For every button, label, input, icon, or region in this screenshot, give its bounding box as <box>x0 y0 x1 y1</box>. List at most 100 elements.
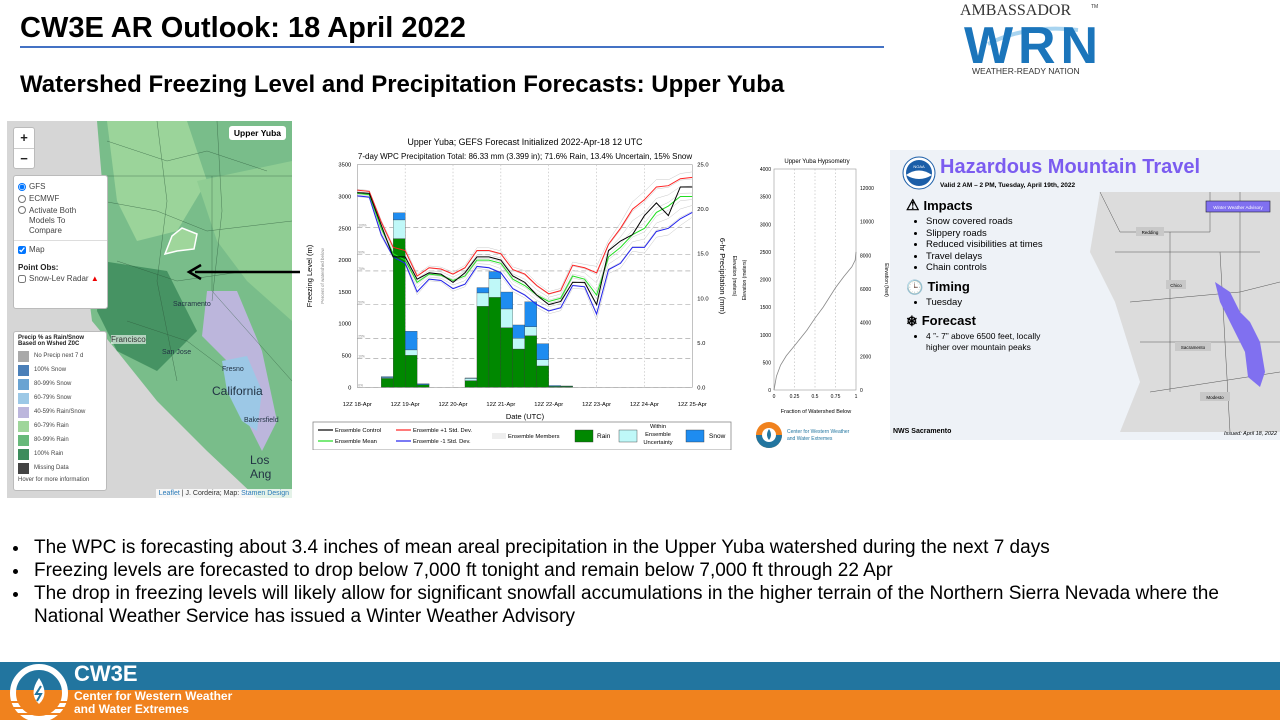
snow-bar <box>524 301 537 327</box>
place-label: San Jose <box>162 349 192 356</box>
hyps-y-tick: 2500 <box>760 250 771 256</box>
leaflet-link[interactable]: Leaflet <box>158 490 180 497</box>
series-line-ensemble-mean <box>357 192 693 302</box>
rain-bar <box>524 335 537 388</box>
impact-item: Slippery roads <box>926 228 1066 240</box>
percent-label: 10% <box>358 355 365 359</box>
y2-tick-label: 0.0 <box>697 385 705 391</box>
both-radio[interactable] <box>18 206 26 214</box>
zoom-in-button[interactable]: + <box>14 128 34 149</box>
hyps-x-label: Fraction of Watershed Below <box>781 409 851 415</box>
chart-title: Upper Yuba; GEFS Forecast Initialized 20… <box>407 137 643 147</box>
legend-members: Ensemble Members <box>508 434 560 440</box>
snow-bar <box>488 271 502 279</box>
legend-row: 100% Rain <box>18 447 102 461</box>
y-tick-label: 2500 <box>338 226 351 232</box>
watershed-map[interactable]: Francisco San Jose California Sacramento… <box>7 121 292 498</box>
rain-bar <box>488 297 502 388</box>
footer-line2: and Water Extremes <box>74 702 189 716</box>
rain-bar <box>500 327 513 388</box>
series-line-ensemble-control <box>357 186 693 307</box>
x-tick-label: 12Z 18-Apr <box>343 402 372 408</box>
percent-label: 0% <box>358 383 363 387</box>
legend-swatch <box>18 378 29 390</box>
legend-swatch <box>18 448 29 460</box>
small-logo-text1: Center for Western Weather <box>787 429 850 435</box>
radar-triangle-icon: ▲ <box>90 274 99 283</box>
clock-icon: 🕒 <box>906 278 924 295</box>
model-option-both[interactable]: Activate Both Models To Compare <box>18 206 103 236</box>
uncertain-bar <box>512 338 525 350</box>
snow-bar <box>536 343 549 360</box>
hazard-title: Hazardous Mountain Travel <box>940 156 1201 178</box>
zoom-out-button[interactable]: − <box>20 151 28 166</box>
series-line-ensemble-1-std-dev- <box>357 195 693 316</box>
wrn-logo-tm: TM <box>1091 4 1098 10</box>
hyps-title: Upper Yuba Hypsometry <box>784 159 849 165</box>
cw3e-logo-icon <box>10 664 68 720</box>
stamen-link[interactable]: Stamen Design <box>241 490 289 497</box>
small-logo-text2: and Water Extremes <box>787 436 833 442</box>
hypsometry-chart: Upper Yuba Hypsometry 0 0.25 0.5 0.75 105001… <box>742 159 889 415</box>
impact-item: Chain controls <box>926 262 1066 274</box>
x-tick-label: 12Z 22-Apr <box>534 402 563 408</box>
x-tick-label: 12Z 24-Apr <box>630 402 659 408</box>
snow-bar <box>416 383 430 385</box>
rain-bar <box>393 238 406 388</box>
wrn-logo-bottom-text: WEATHER-READY NATION <box>972 66 1080 76</box>
pointer-arrow-icon <box>186 263 303 281</box>
advisory-area <box>1215 282 1265 387</box>
uncertain-bar <box>464 378 478 381</box>
place-label: Bakersfield <box>244 417 279 424</box>
timing-heading: 🕒 Timing <box>906 279 1066 295</box>
rain-bar <box>476 306 490 388</box>
ecmwf-radio[interactable] <box>18 194 26 203</box>
map-toggle[interactable]: Map <box>18 245 103 255</box>
uncertain-bar <box>524 326 537 336</box>
ensemble-member-line <box>357 193 693 304</box>
map-checkbox-label: Map <box>29 245 45 254</box>
place-label: Los Ang <box>250 453 272 481</box>
wrn-logo-top-text: AMBASSADOR <box>960 2 1071 19</box>
snow-radar-checkbox[interactable] <box>18 274 26 283</box>
legend-row: 80-99% Snow <box>18 377 102 391</box>
rain-bar <box>416 384 430 388</box>
percent-label: 50% <box>358 301 365 305</box>
gfs-radio[interactable] <box>18 182 26 191</box>
snow-bar <box>512 324 525 339</box>
hyps-y2-tick: 6000 <box>860 287 871 293</box>
snow-bar <box>393 212 406 221</box>
snow-bar <box>476 287 490 294</box>
model-option-gfs[interactable]: GFS <box>18 182 103 192</box>
y-tick-label: 3500 <box>338 163 351 169</box>
legend-label: 80-99% Snow <box>34 381 72 387</box>
footer-org: Center for Western Weather and Water Ext… <box>74 690 232 716</box>
y-tick-label: 2000 <box>338 258 351 264</box>
advisory-legend: Winter Weather Advisory <box>1213 205 1263 210</box>
hyps-x-tick: 0.5 <box>812 394 819 400</box>
model-option-ecmwf[interactable]: ECMWF <box>18 194 103 204</box>
uncertain-bar <box>488 278 502 298</box>
layer-control: GFS ECMWF Activate Both Models To Compar… <box>13 175 108 309</box>
x-tick-label: 12Z 20-Apr <box>439 402 468 408</box>
y2-tick-label: 10.0 <box>697 296 708 302</box>
timing-item: Tuesday <box>926 297 1066 309</box>
place-label: Fresno <box>222 366 244 373</box>
slide-title: CW3E AR Outlook: 18 April 2022 <box>20 12 466 44</box>
rain-bar <box>464 380 478 388</box>
place-label: Francisco <box>111 335 146 344</box>
slide-subtitle: Watershed Freezing Level and Precipitati… <box>20 71 785 98</box>
snow-radar-toggle[interactable]: Snow-Lev Radar ▲ <box>18 274 103 284</box>
snow-radar-label: Snow-Lev Radar <box>29 274 89 283</box>
legend-control: Ensemble Control <box>335 428 381 434</box>
x-tick-label: 12Z 21-Apr <box>486 402 515 408</box>
warning-triangle-icon: ⚠ <box>906 197 920 214</box>
map-checkbox[interactable] <box>18 245 26 254</box>
y-tick-label: 500 <box>342 354 352 360</box>
legend-swatch <box>18 406 29 418</box>
snow-bar <box>405 331 418 351</box>
series-line-ensemble-1-std-dev- <box>357 176 693 295</box>
gfs-label: GFS <box>29 182 46 191</box>
y2-tick-label: 5.0 <box>697 341 705 347</box>
rain-bar <box>381 378 394 388</box>
